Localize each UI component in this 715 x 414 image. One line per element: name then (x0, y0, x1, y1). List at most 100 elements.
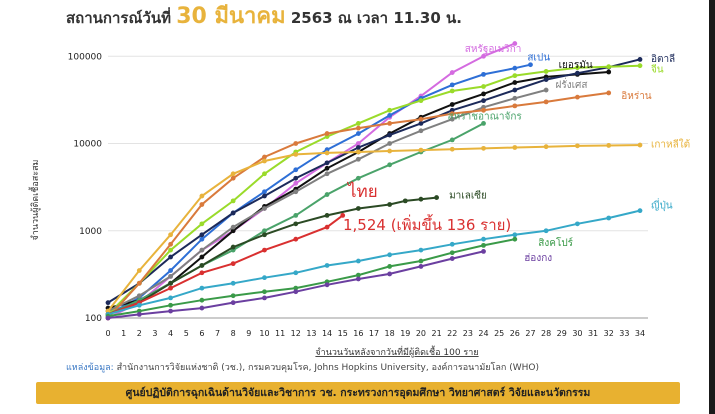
data-point (512, 103, 518, 109)
series-label: เกาหลีใต้ (651, 139, 690, 151)
x-tick-label: 25 (494, 329, 504, 338)
data-point (606, 90, 612, 96)
data-point (543, 77, 549, 83)
data-point (481, 91, 486, 97)
data-point (481, 107, 486, 113)
x-axis-label: จำนวนวันหลังจากวันที่มีผู้ติดเชื้อ 100 ร… (315, 345, 478, 358)
data-point (199, 193, 205, 199)
x-tick-label: 24 (478, 329, 488, 338)
data-point (230, 261, 236, 267)
data-point (136, 308, 142, 314)
x-tick-label: 9 (246, 329, 251, 338)
data-point (637, 57, 643, 62)
data-point (575, 221, 580, 227)
x-tick-label: 7 (215, 329, 220, 338)
data-point (355, 131, 361, 136)
data-point (324, 282, 330, 288)
data-point (262, 228, 267, 234)
data-point (262, 289, 267, 295)
data-point (481, 236, 486, 242)
data-point (528, 62, 533, 68)
x-tick-label: 16 (353, 329, 363, 338)
data-point (168, 268, 173, 273)
data-point (136, 293, 142, 299)
data-point (230, 171, 236, 177)
series-line (107, 238, 515, 318)
data-point (324, 165, 330, 171)
data-point (230, 244, 236, 250)
data-point (168, 232, 173, 238)
data-point (262, 154, 267, 160)
data-point (262, 232, 267, 238)
series-line (107, 144, 641, 312)
data-point (199, 305, 205, 311)
series-label: ฮ่องกง (524, 253, 552, 264)
data-point (355, 272, 361, 278)
data-point (168, 308, 173, 314)
series-label: จีน (651, 64, 664, 76)
data-point (434, 195, 439, 200)
data-point (512, 73, 518, 79)
series-label: ฝรั่งเศส (556, 77, 588, 91)
y-axis-label: จำนวนผู้ติดเชื้อสะสม (28, 159, 41, 240)
data-point (355, 141, 361, 146)
data-point (543, 228, 549, 234)
x-tick-label: 17 (369, 329, 379, 338)
data-point (230, 224, 236, 230)
series-line (107, 209, 641, 316)
footer-banner: ศูนย์ปฏิบัติการฉุกเฉินด้านวิจัยและวิชากา… (36, 382, 680, 404)
data-point (293, 212, 299, 218)
data-point (637, 208, 643, 214)
data-point (606, 64, 612, 70)
data-point (512, 236, 518, 242)
chart-series (105, 41, 643, 321)
source-text: สำนักงานการวิจัยแห่งชาติ (วช.), กรมควบคุ… (116, 363, 539, 373)
data-point (168, 302, 173, 308)
data-point (387, 141, 393, 146)
data-point (355, 175, 361, 181)
data-point (606, 69, 612, 75)
data-point (199, 221, 205, 227)
data-point (230, 300, 236, 306)
data-point (418, 264, 424, 269)
data-point (449, 116, 455, 122)
y-tick-label: 100 (85, 314, 102, 324)
x-tick-label: 26 (510, 329, 520, 338)
data-point (355, 121, 361, 126)
data-point (418, 98, 424, 104)
x-tick-label: 34 (635, 329, 645, 338)
data-point (355, 258, 361, 264)
data-point (387, 107, 393, 113)
data-point (481, 242, 486, 248)
source-note: แหล่งข้อมูล: สำนักงานการวิจัยแห่งชาติ (ว… (66, 360, 539, 374)
data-point (575, 70, 580, 76)
series-label: มาเลเซีย (449, 190, 487, 202)
y-tick-label: 1000 (79, 227, 102, 237)
x-tick-label: 10 (259, 329, 269, 338)
series-label: ญี่ปุ่น (651, 197, 673, 211)
data-point (199, 247, 205, 253)
data-point (418, 116, 424, 122)
data-point (449, 250, 455, 256)
data-point (512, 95, 518, 101)
data-point (512, 41, 518, 46)
data-point (293, 175, 299, 181)
data-point (543, 69, 549, 74)
data-point (136, 302, 142, 308)
x-tick-label: 14 (322, 329, 332, 338)
data-point (136, 311, 142, 317)
data-point (199, 297, 205, 303)
x-tick-label: 28 (541, 329, 551, 338)
data-point (481, 145, 486, 151)
data-point (199, 254, 205, 260)
data-point (481, 98, 486, 104)
x-tick-label: 8 (231, 329, 236, 338)
data-point (324, 160, 330, 166)
data-point (575, 143, 580, 149)
data-point (293, 152, 299, 157)
data-point (387, 121, 393, 126)
data-point (449, 70, 455, 75)
x-tick-label: 15 (338, 329, 348, 338)
